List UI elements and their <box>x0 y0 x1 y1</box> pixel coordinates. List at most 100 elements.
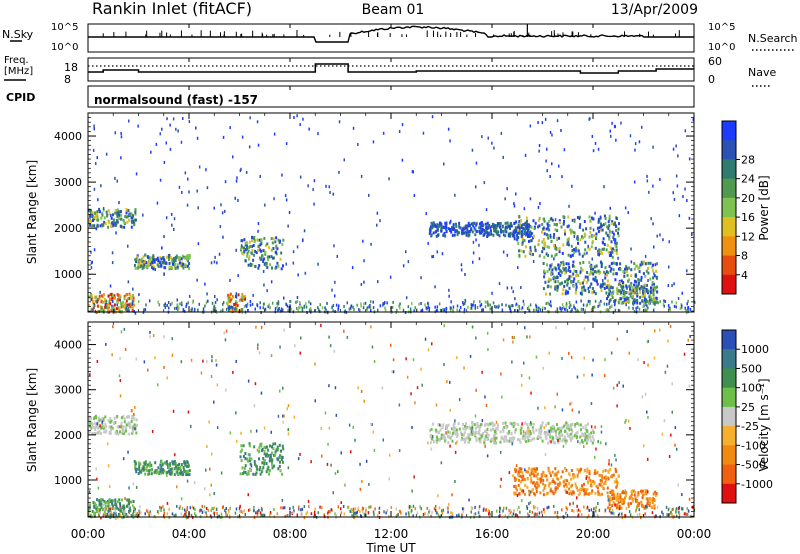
echo-cell <box>494 228 497 232</box>
echo-cell <box>247 459 249 463</box>
echo-cell <box>641 489 644 493</box>
echo-cell <box>615 245 618 249</box>
echo-cell <box>512 438 515 442</box>
echo-cell <box>526 477 529 481</box>
echo-cell <box>172 257 175 260</box>
echo-cell <box>510 304 513 308</box>
echo-cell <box>471 325 474 329</box>
echo-cell <box>127 280 130 284</box>
echo-cell <box>98 418 101 422</box>
echo-cell <box>640 285 643 289</box>
echo-cell <box>541 421 544 425</box>
echo-cell <box>518 249 520 253</box>
echo-cell <box>108 300 110 304</box>
echo-cell <box>424 303 426 307</box>
echo-cell <box>255 429 258 433</box>
echo-cell <box>641 286 644 290</box>
echo-cell <box>428 508 431 512</box>
echo-cell <box>370 242 372 246</box>
echo-cell <box>342 505 345 508</box>
echo-cell <box>205 301 208 305</box>
echo-cell <box>513 336 515 340</box>
echo-cell <box>432 222 435 226</box>
echo-cell <box>343 329 345 333</box>
freq-tick-bottom-right: 0 <box>708 73 715 86</box>
echo-cell <box>244 457 247 461</box>
echo-cell <box>646 340 649 344</box>
echo-cell <box>530 225 533 229</box>
echo-cell <box>571 429 574 433</box>
echo-cell <box>573 265 576 268</box>
echo-cell <box>570 280 573 283</box>
echo-cell <box>102 417 105 421</box>
echo-cell <box>535 355 538 359</box>
echo-cell <box>558 429 561 433</box>
echo-cell <box>92 308 94 312</box>
echo-cell <box>560 270 563 274</box>
echo-cell <box>645 261 648 265</box>
echo-cell <box>359 309 361 313</box>
echo-cell <box>174 267 177 270</box>
echo-cell <box>525 470 528 474</box>
echo-cell <box>520 234 523 238</box>
echo-cell <box>300 336 302 340</box>
echo-cell <box>652 293 655 297</box>
colorbar-swatch <box>722 236 736 256</box>
echo-cell <box>580 286 583 290</box>
echo-cell <box>112 294 115 297</box>
echo-cell <box>575 288 578 292</box>
echo-cell <box>290 307 292 311</box>
echo-cell <box>96 210 99 214</box>
echo-cell <box>598 508 601 512</box>
echo-cell <box>499 450 502 454</box>
echo-cell <box>489 226 492 230</box>
echo-cell <box>244 243 247 247</box>
echo-cell <box>641 504 644 508</box>
echo-cell <box>262 249 265 253</box>
echo-cell <box>550 435 553 439</box>
echo-cell <box>129 213 131 217</box>
echo-cell <box>469 306 472 310</box>
echo-cell <box>567 278 570 282</box>
echo-cell <box>182 472 185 476</box>
echo-cell <box>582 487 585 491</box>
echo-cell <box>616 492 619 496</box>
echo-cell <box>528 250 531 254</box>
echo-cell <box>636 513 639 517</box>
echo-cell <box>565 468 568 472</box>
echo-cell <box>575 282 578 286</box>
echo-cell <box>176 504 178 508</box>
echo-cell <box>557 483 560 486</box>
echo-cell <box>588 261 591 265</box>
echo-cell <box>122 430 125 433</box>
echo-cell <box>93 417 95 421</box>
echo-cell <box>491 141 493 145</box>
echo-cell <box>564 289 567 293</box>
echo-cell <box>373 360 376 363</box>
echo-cell <box>133 509 135 513</box>
echo-cell <box>623 295 626 298</box>
echo-cell <box>317 132 319 136</box>
echo-cell <box>642 294 645 298</box>
echo-cell <box>232 155 234 159</box>
echo-cell <box>515 486 518 490</box>
echo-cell <box>108 212 111 216</box>
echo-cell <box>554 280 557 284</box>
echo-cell <box>449 431 451 435</box>
echo-cell <box>187 464 190 468</box>
echo-cell <box>440 225 443 229</box>
echo-cell <box>452 308 454 312</box>
echo-cell <box>489 307 491 311</box>
echo-cell <box>541 240 544 244</box>
echo-cell <box>553 480 556 484</box>
echo-cell <box>142 466 145 470</box>
echo-cell <box>362 306 365 310</box>
echo-cell <box>534 248 537 252</box>
echo-cell <box>244 452 247 455</box>
echo-cell <box>638 508 640 512</box>
echo-cell <box>550 440 552 444</box>
echo-cell <box>550 263 553 266</box>
echo-cell <box>163 365 165 369</box>
echo-cell <box>107 294 110 298</box>
echo-cell <box>177 129 179 133</box>
